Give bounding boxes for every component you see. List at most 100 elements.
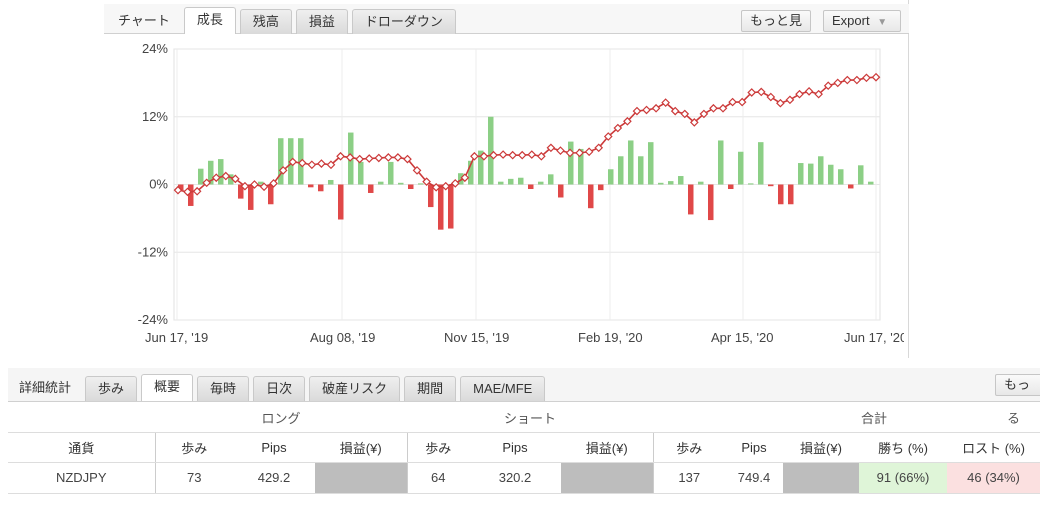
bar — [518, 177, 524, 185]
bar — [328, 179, 334, 185]
line-point — [603, 132, 613, 141]
bar — [308, 184, 314, 188]
column-header-row: 通貨 歩み Pips 損益(¥) 歩み Pips 損益(¥) 歩み Pips 損… — [8, 431, 1040, 463]
cell-long-pips: 429.2 — [233, 462, 315, 494]
bar — [478, 150, 484, 185]
stats-panel: 詳細統計 歩み 概要 毎時 日次 破産リスク 期間 MAE/MFE もっ ロング… — [8, 368, 1040, 505]
line-point — [364, 154, 374, 163]
line-point — [479, 151, 489, 161]
cell-long-profit-hidden — [315, 462, 407, 494]
bar — [738, 151, 744, 185]
col-currency: 通貨 — [8, 431, 155, 463]
group-long: ロング — [261, 411, 301, 427]
bar — [568, 141, 574, 185]
col-long-profit: 損益(¥) — [315, 431, 407, 463]
line-point — [785, 95, 795, 105]
line-point — [412, 166, 422, 175]
line-point — [240, 181, 250, 191]
line-point — [747, 88, 757, 97]
bar — [198, 168, 204, 185]
export-dropdown[interactable]: Export ▼ — [823, 10, 901, 32]
bar — [538, 181, 544, 185]
line-point — [728, 97, 737, 107]
line-point — [431, 182, 441, 192]
line-point — [345, 153, 355, 162]
tab-summary[interactable]: 概要 — [141, 374, 194, 401]
bar — [608, 169, 614, 185]
bar — [418, 183, 424, 185]
cell-short-profit-hidden — [561, 462, 653, 494]
stats-more-button[interactable]: もっ — [995, 374, 1040, 396]
line-point — [804, 86, 814, 96]
bar — [368, 184, 374, 193]
bar — [798, 163, 804, 185]
col-short-pips: Pips — [469, 431, 561, 463]
col-total-pips: Pips — [725, 431, 783, 463]
bar — [808, 163, 814, 185]
bar — [488, 116, 494, 185]
bar — [718, 140, 724, 185]
cell-long-trades: 73 — [154, 462, 233, 494]
y-tick-label: 12% — [142, 109, 168, 124]
line-point — [288, 157, 298, 167]
bar — [638, 156, 644, 185]
bar — [218, 159, 224, 185]
line-point — [594, 143, 604, 153]
y-tick-label: -24% — [138, 312, 169, 327]
bar — [238, 184, 244, 199]
bar — [818, 156, 824, 185]
line-point — [307, 160, 317, 170]
line-point — [833, 78, 843, 88]
line-point — [527, 150, 537, 159]
line-point — [795, 89, 804, 99]
line-point — [766, 92, 776, 102]
bar — [868, 181, 874, 185]
tab-growth[interactable]: 成長 — [183, 7, 236, 34]
x-tick-label: Aug 08, '19 — [310, 330, 375, 345]
bar — [208, 160, 214, 185]
x-tick-label: Apr 15, '20 — [711, 330, 773, 345]
line-point — [718, 103, 728, 113]
line-point — [546, 143, 556, 153]
bar — [618, 156, 624, 185]
line-point — [814, 89, 823, 99]
bar — [698, 181, 704, 185]
bar — [598, 184, 604, 191]
tab-duration[interactable]: 期間 — [404, 376, 457, 401]
bar — [688, 184, 694, 215]
export-label: Export — [832, 13, 870, 28]
summary-table: ロング ショート 合計 る 通貨 歩み Pips 損益(¥) 歩み Pips 損… — [8, 404, 1040, 494]
bar — [398, 182, 404, 185]
bar — [438, 184, 444, 230]
bar — [258, 181, 264, 185]
tab-daily[interactable]: 日次 — [253, 376, 306, 401]
y-tick-label: 0% — [149, 177, 168, 192]
more-button[interactable]: もっと見 — [741, 10, 812, 32]
line-point — [689, 118, 699, 127]
tab-risk-of-ruin[interactable]: 破産リスク — [309, 376, 401, 401]
line-point — [403, 154, 412, 164]
chart-header: チャート 成長 残高 損益 ドローダウン もっと見 Export ▼ — [104, 4, 909, 34]
line-point — [632, 106, 642, 116]
col-lost: ロスト (%) — [947, 431, 1040, 463]
y-tick-label: 24% — [142, 41, 168, 56]
tab-profit[interactable]: 損益 — [295, 9, 348, 34]
tab-drawdown[interactable]: ドローダウン — [351, 9, 456, 34]
bar — [668, 181, 674, 185]
bar — [838, 169, 844, 185]
stats-section-label: 詳細統計 — [19, 380, 72, 395]
bar — [388, 161, 394, 185]
cell-short-pips: 320.2 — [469, 462, 561, 494]
bar — [748, 183, 754, 185]
tab-balance[interactable]: 残高 — [239, 9, 292, 34]
line-point — [756, 87, 766, 97]
tab-mae-mfe[interactable]: MAE/MFE — [460, 376, 546, 401]
tab-hourly[interactable]: 毎時 — [197, 376, 250, 401]
bar — [228, 174, 234, 185]
line-point — [613, 123, 623, 133]
bar — [588, 184, 594, 209]
bar — [498, 181, 504, 185]
line-point — [871, 72, 881, 82]
line-point — [823, 81, 833, 91]
tab-trades[interactable]: 歩み — [85, 376, 138, 401]
